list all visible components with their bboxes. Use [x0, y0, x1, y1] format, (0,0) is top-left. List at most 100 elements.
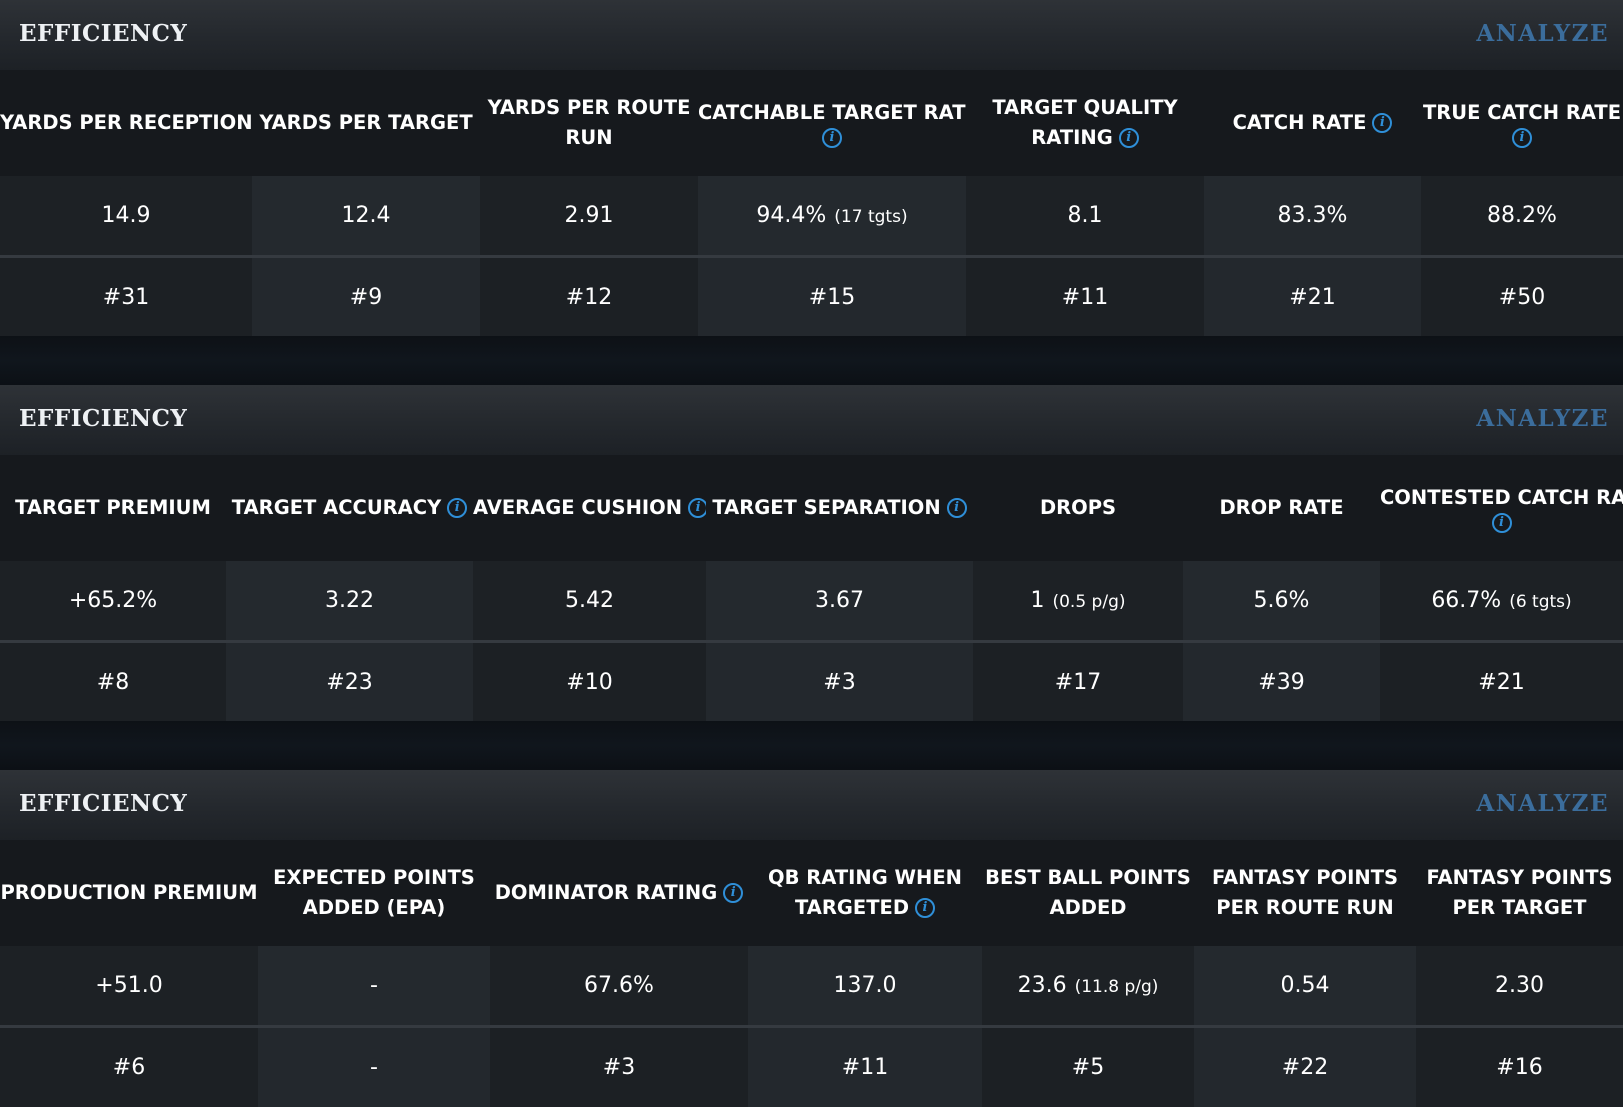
header-row: PRODUCTION PREMIUM EXPECTED POINTS ADDED… [0, 840, 1623, 946]
section-title: EFFICIENCY [19, 20, 187, 47]
rank-cell: #21 [1204, 257, 1421, 338]
rank-cell: #22 [1194, 1027, 1416, 1107]
column-header-expected-points-added: EXPECTED POINTS ADDED (EPA) [258, 840, 490, 946]
info-icon[interactable]: i [1372, 113, 1392, 133]
value-cell: 5.6% [1183, 561, 1380, 642]
value-cell: 12.4 [252, 176, 480, 257]
rank-cell: #12 [480, 257, 698, 338]
value-text: 3.67 [815, 588, 864, 613]
value-cell: 67.6% [490, 946, 748, 1027]
value-cell: 3.67 [706, 561, 973, 642]
value-cell: 5.42 [473, 561, 706, 642]
info-icon[interactable]: i [822, 128, 842, 148]
column-header-label: CATCH RATE [1233, 111, 1367, 134]
value-text: 0.54 [1281, 973, 1330, 998]
value-cell: 83.3% [1204, 176, 1421, 257]
info-icon[interactable]: i [947, 498, 967, 518]
info-icon[interactable]: i [447, 498, 467, 518]
info-icon[interactable]: i [1492, 513, 1512, 533]
value-cell: - [258, 946, 490, 1027]
column-header-label-line2: ADDED (EPA) [303, 896, 446, 919]
section-header: EFFICIENCY ANALYZE [0, 0, 1623, 71]
value-subtext: (11.8 p/g) [1075, 977, 1159, 997]
value-subtext: (6 tgts) [1509, 592, 1571, 612]
value-cell: 8.1 [966, 176, 1204, 257]
efficiency-section-1: EFFICIENCY ANALYZE YARDS PER RECEPTION Y… [0, 0, 1623, 336]
column-header-label: BEST BALL POINTS [985, 866, 1191, 889]
value-text: 1 [1030, 588, 1044, 613]
value-cell: 66.7% (6 tgts) [1380, 561, 1623, 642]
rank-cell: #15 [698, 257, 966, 338]
rank-cell: #17 [973, 642, 1183, 723]
value-subtext: (0.5 p/g) [1052, 592, 1125, 612]
stats-table: YARDS PER RECEPTION YARDS PER TARGET YAR… [0, 70, 1623, 337]
value-cell: 14.9 [0, 176, 252, 257]
value-cell: 1 (0.5 p/g) [973, 561, 1183, 642]
value-text: 88.2% [1487, 203, 1557, 228]
rank-cell: #6 [0, 1027, 258, 1107]
rank-cell: #5 [982, 1027, 1194, 1107]
column-header-label: YARDS PER TARGET [259, 111, 472, 134]
value-text: 2.91 [565, 203, 614, 228]
column-header-fantasy-points-per-route-run: FANTASY POINTS PER ROUTE RUN [1194, 840, 1416, 946]
column-header-label-line2: PER TARGET [1453, 896, 1587, 919]
section-divider [0, 721, 1623, 770]
rank-cell: - [258, 1027, 490, 1107]
section-header: EFFICIENCY ANALYZE [0, 385, 1623, 456]
column-header-label: CATCHABLE TARGET RATE [698, 101, 966, 124]
value-cell: 2.91 [480, 176, 698, 257]
rank-cell: #3 [706, 642, 973, 723]
rank-cell: #9 [252, 257, 480, 338]
section-header: EFFICIENCY ANALYZE [0, 770, 1623, 841]
column-header-best-ball-points-added: BEST BALL POINTS ADDED [982, 840, 1194, 946]
section-title: EFFICIENCY [19, 405, 187, 432]
value-text: 2.30 [1495, 973, 1544, 998]
column-header-true-catch-rate: TRUE CATCH RATE i [1421, 70, 1623, 176]
info-icon[interactable]: i [723, 883, 743, 903]
value-text: 83.3% [1278, 203, 1348, 228]
value-subtext: (17 tgts) [834, 207, 907, 227]
column-header-label: TRUE CATCH RATE [1423, 101, 1621, 124]
value-cell: +65.2% [0, 561, 226, 642]
value-cell: 0.54 [1194, 946, 1416, 1027]
value-text: 137.0 [834, 973, 897, 998]
rank-cell: #50 [1421, 257, 1623, 338]
column-header-yards-per-route-run: YARDS PER ROUTE RUN [480, 70, 698, 176]
rank-cell: #10 [473, 642, 706, 723]
column-header-label-line2: ADDED [1050, 896, 1127, 919]
column-header-yards-per-target: YARDS PER TARGET [252, 70, 480, 176]
analyze-link[interactable]: ANALYZE [1476, 790, 1609, 817]
column-header-contested-catch-rate: CONTESTED CATCH RATE i [1380, 455, 1623, 561]
column-header-label: TARGET PREMIUM [15, 496, 211, 519]
info-icon[interactable]: i [1119, 128, 1139, 148]
value-text: +65.2% [69, 588, 157, 613]
info-icon[interactable]: i [915, 898, 935, 918]
value-cell: 137.0 [748, 946, 982, 1027]
section-divider [0, 336, 1623, 385]
value-text: +51.0 [95, 973, 162, 998]
column-header-label: TARGET QUALITY [992, 96, 1177, 119]
value-text: 23.6 [1018, 973, 1067, 998]
value-row: +51.0 - 67.6% 137.0 23.6(11.8 p/g) 0.54 … [0, 946, 1623, 1027]
column-header-label: EXPECTED POINTS [273, 866, 475, 889]
analyze-link[interactable]: ANALYZE [1476, 20, 1609, 47]
column-header-production-premium: PRODUCTION PREMIUM [0, 840, 258, 946]
rank-cell: #21 [1380, 642, 1623, 723]
value-row: +65.2% 3.22 5.42 3.67 1(0.5 p/g) 5.6% 66… [0, 561, 1623, 642]
value-text: 5.42 [565, 588, 614, 613]
column-header-label: DOMINATOR RATING [495, 881, 717, 904]
info-icon[interactable]: i [688, 498, 706, 518]
column-header-target-premium: TARGET PREMIUM [0, 455, 226, 561]
rank-cell: #11 [966, 257, 1204, 338]
value-text: 66.7% [1431, 588, 1501, 613]
info-icon[interactable]: i [1512, 128, 1532, 148]
analyze-link[interactable]: ANALYZE [1476, 405, 1609, 432]
rank-cell: #8 [0, 642, 226, 723]
column-header-catchable-target-rate: CATCHABLE TARGET RATE i [698, 70, 966, 176]
column-header-drops: DROPS [973, 455, 1183, 561]
